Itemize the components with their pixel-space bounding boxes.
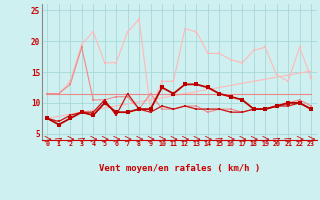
X-axis label: Vent moyen/en rafales ( km/h ): Vent moyen/en rafales ( km/h ) bbox=[99, 164, 260, 173]
